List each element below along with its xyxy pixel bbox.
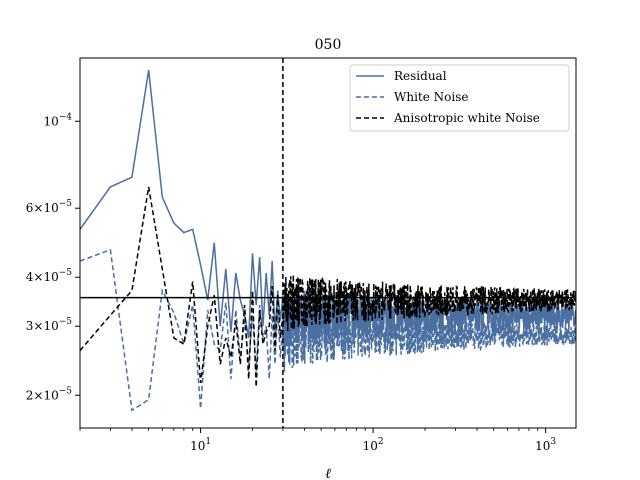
y-tick-label: 6×10−5 (26, 199, 73, 215)
y-tick-label: 3×10−5 (26, 317, 73, 333)
x-axis-label: ℓ (325, 466, 331, 480)
x-tick-label: 101 (190, 437, 211, 453)
y-tick-label: 10−4 (43, 112, 72, 128)
x-tick-label: 103 (535, 437, 556, 453)
y-tick-label: 2×10−5 (26, 386, 73, 402)
legend-label-residual: Residual (394, 69, 447, 83)
series-line-white-noise (80, 248, 576, 412)
legend-label-anisotropic: Anisotropic white Noise (393, 111, 540, 125)
legend-box (349, 64, 570, 132)
plot-frame (79, 57, 577, 429)
chart-title: 050 (315, 37, 342, 53)
series-line-anisotropic-white-noise (80, 186, 576, 387)
legend-label-white-noise: White Noise (394, 90, 468, 104)
legend: Residual White Noise Anisotropic white N… (349, 64, 570, 132)
x-tick-label: 102 (363, 437, 384, 453)
y-tick-label: 4×10−5 (26, 268, 73, 284)
